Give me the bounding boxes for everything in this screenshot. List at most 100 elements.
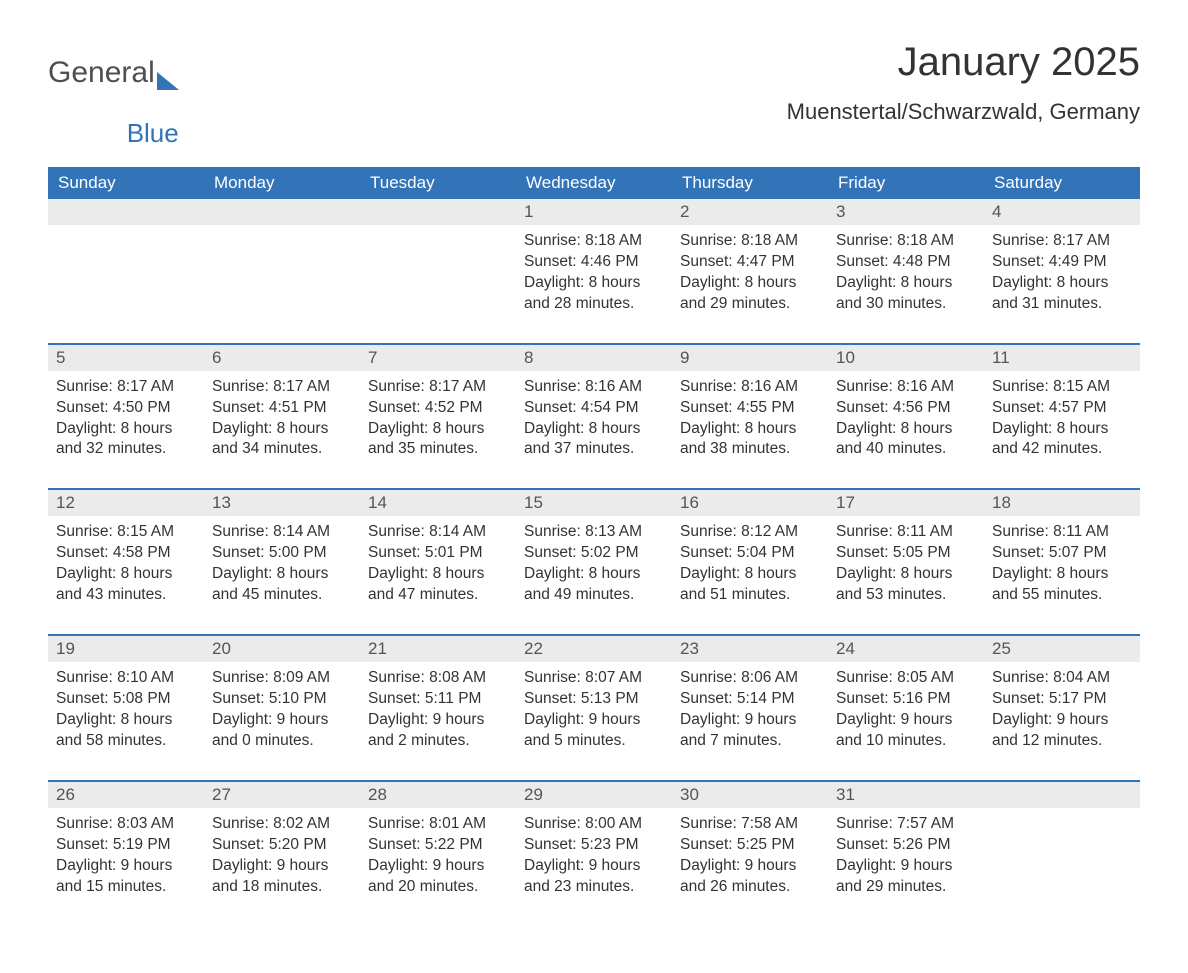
day-number-cell: 23 [672,635,828,662]
day-number-cell: 18 [984,489,1140,516]
day-detail-cell: Sunrise: 8:11 AMSunset: 5:07 PMDaylight:… [984,516,1140,635]
day-detail-cell: Sunrise: 7:57 AMSunset: 5:26 PMDaylight:… [828,808,984,926]
sunrise-line: Sunrise: 7:57 AM [836,814,976,835]
sunrise-line: Sunrise: 8:00 AM [524,814,664,835]
daylight-line: Daylight: 9 hours and 23 minutes. [524,856,664,898]
daylight-line: Daylight: 8 hours and 32 minutes. [56,419,196,461]
daylight-line: Daylight: 8 hours and 30 minutes. [836,273,976,315]
daylight-line: Daylight: 8 hours and 51 minutes. [680,564,820,606]
day-detail-cell: Sunrise: 8:17 AMSunset: 4:51 PMDaylight:… [204,371,360,490]
day-number-cell: 28 [360,781,516,808]
sunrise-line: Sunrise: 8:15 AM [56,522,196,543]
sunset-line: Sunset: 4:49 PM [992,252,1132,273]
sunset-line: Sunset: 5:11 PM [368,689,508,710]
sunset-line: Sunset: 5:01 PM [368,543,508,564]
title-block: January 2025 Muenstertal/Schwarzwald, Ge… [787,40,1140,125]
sunset-line: Sunset: 4:55 PM [680,398,820,419]
day-number-cell: 15 [516,489,672,516]
day-detail-cell: Sunrise: 8:14 AMSunset: 5:00 PMDaylight:… [204,516,360,635]
day-detail-cell: Sunrise: 8:10 AMSunset: 5:08 PMDaylight:… [48,662,204,781]
day-number-cell: 29 [516,781,672,808]
day-detail-cell: Sunrise: 8:05 AMSunset: 5:16 PMDaylight:… [828,662,984,781]
sunset-line: Sunset: 4:56 PM [836,398,976,419]
daylight-line: Daylight: 8 hours and 42 minutes. [992,419,1132,461]
sunset-line: Sunset: 5:13 PM [524,689,664,710]
day-detail-cell: Sunrise: 7:58 AMSunset: 5:25 PMDaylight:… [672,808,828,926]
sunset-line: Sunset: 5:26 PM [836,835,976,856]
page-subtitle: Muenstertal/Schwarzwald, Germany [787,99,1140,125]
day-number-cell: 31 [828,781,984,808]
empty-cell [48,225,204,344]
day-number-cell: 3 [828,199,984,225]
sunset-line: Sunset: 4:52 PM [368,398,508,419]
sunrise-line: Sunrise: 8:11 AM [992,522,1132,543]
day-header: Friday [828,167,984,199]
sunrise-line: Sunrise: 8:15 AM [992,377,1132,398]
sunrise-line: Sunrise: 8:18 AM [524,231,664,252]
sunset-line: Sunset: 4:54 PM [524,398,664,419]
day-detail-cell: Sunrise: 8:18 AMSunset: 4:48 PMDaylight:… [828,225,984,344]
day-header: Saturday [984,167,1140,199]
daylight-line: Daylight: 9 hours and 26 minutes. [680,856,820,898]
sunset-line: Sunset: 5:20 PM [212,835,352,856]
day-number-cell: 21 [360,635,516,662]
day-number-row: 262728293031 [48,781,1140,808]
sunrise-line: Sunrise: 8:18 AM [836,231,976,252]
sunset-line: Sunset: 5:25 PM [680,835,820,856]
sunset-line: Sunset: 5:08 PM [56,689,196,710]
sunrise-line: Sunrise: 8:02 AM [212,814,352,835]
daylight-line: Daylight: 8 hours and 37 minutes. [524,419,664,461]
sunset-line: Sunset: 5:17 PM [992,689,1132,710]
sunset-line: Sunset: 5:00 PM [212,543,352,564]
day-number-cell: 13 [204,489,360,516]
day-detail-cell: Sunrise: 8:04 AMSunset: 5:17 PMDaylight:… [984,662,1140,781]
page-title: January 2025 [787,40,1140,85]
sunrise-line: Sunrise: 8:09 AM [212,668,352,689]
day-number-cell: 24 [828,635,984,662]
sunrise-line: Sunrise: 8:11 AM [836,522,976,543]
day-number-cell: 25 [984,635,1140,662]
day-number-cell: 17 [828,489,984,516]
sunrise-line: Sunrise: 7:58 AM [680,814,820,835]
day-number-row: 19202122232425 [48,635,1140,662]
daylight-line: Daylight: 9 hours and 7 minutes. [680,710,820,752]
day-header: Wednesday [516,167,672,199]
day-number-cell: 30 [672,781,828,808]
sunrise-line: Sunrise: 8:13 AM [524,522,664,543]
day-number-cell: 22 [516,635,672,662]
logo: General Blue [48,40,179,149]
sunset-line: Sunset: 4:57 PM [992,398,1132,419]
day-detail-cell: Sunrise: 8:08 AMSunset: 5:11 PMDaylight:… [360,662,516,781]
day-detail-cell: Sunrise: 8:12 AMSunset: 5:04 PMDaylight:… [672,516,828,635]
sunset-line: Sunset: 4:58 PM [56,543,196,564]
day-detail-cell: Sunrise: 8:16 AMSunset: 4:54 PMDaylight:… [516,371,672,490]
day-header: Monday [204,167,360,199]
sunset-line: Sunset: 5:02 PM [524,543,664,564]
day-number-cell: 7 [360,344,516,371]
day-number-cell: 19 [48,635,204,662]
daylight-line: Daylight: 8 hours and 55 minutes. [992,564,1132,606]
daylight-line: Daylight: 8 hours and 35 minutes. [368,419,508,461]
sunrise-line: Sunrise: 8:06 AM [680,668,820,689]
day-detail-cell: Sunrise: 8:03 AMSunset: 5:19 PMDaylight:… [48,808,204,926]
day-header: Sunday [48,167,204,199]
daylight-line: Daylight: 8 hours and 49 minutes. [524,564,664,606]
day-number-row: 567891011 [48,344,1140,371]
daylight-line: Daylight: 8 hours and 31 minutes. [992,273,1132,315]
day-detail-row: Sunrise: 8:18 AMSunset: 4:46 PMDaylight:… [48,225,1140,344]
day-detail-cell: Sunrise: 8:16 AMSunset: 4:56 PMDaylight:… [828,371,984,490]
sunset-line: Sunset: 5:14 PM [680,689,820,710]
daylight-line: Daylight: 8 hours and 29 minutes. [680,273,820,315]
sunset-line: Sunset: 5:04 PM [680,543,820,564]
day-header: Thursday [672,167,828,199]
daylight-line: Daylight: 9 hours and 2 minutes. [368,710,508,752]
sunrise-line: Sunrise: 8:17 AM [56,377,196,398]
day-number-cell: 2 [672,199,828,225]
empty-cell [360,225,516,344]
day-number-cell: 10 [828,344,984,371]
sunrise-line: Sunrise: 8:04 AM [992,668,1132,689]
sunset-line: Sunset: 4:48 PM [836,252,976,273]
day-number-cell: 20 [204,635,360,662]
header: General Blue January 2025 Muenstertal/Sc… [48,40,1140,149]
day-detail-row: Sunrise: 8:10 AMSunset: 5:08 PMDaylight:… [48,662,1140,781]
